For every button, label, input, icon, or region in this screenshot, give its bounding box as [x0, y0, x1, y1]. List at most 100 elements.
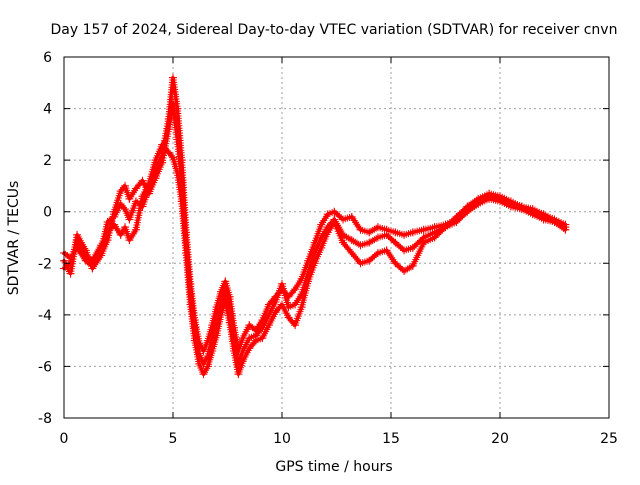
x-tick-label: 15 [382, 431, 400, 447]
data-point [297, 290, 306, 299]
data-point [110, 207, 119, 216]
series-3 [60, 99, 570, 368]
data-point [291, 321, 300, 330]
data-point [356, 241, 365, 250]
data-point [347, 248, 356, 257]
data-point [506, 202, 515, 211]
data-point [330, 207, 339, 216]
data-point [238, 346, 247, 355]
data-point [400, 267, 409, 276]
data-point [125, 215, 134, 224]
data-point [356, 225, 365, 234]
data-point [251, 331, 260, 340]
data-point [73, 230, 82, 239]
data-point [391, 228, 400, 237]
y-tick-label: -6 [38, 359, 52, 375]
data-point [199, 370, 208, 379]
data-point [365, 256, 374, 265]
data-point [177, 176, 186, 185]
chart-title: Day 157 of 2024, Sidereal Day-to-day VTE… [51, 22, 618, 38]
y-tick-label: -8 [38, 411, 52, 427]
data-point [297, 303, 306, 312]
data-point [400, 246, 409, 255]
data-point [485, 194, 494, 203]
data-point [234, 370, 243, 379]
data-point [182, 238, 191, 247]
x-tick-label: 0 [60, 431, 69, 447]
data-point [245, 334, 254, 343]
data-point [408, 243, 417, 252]
data-point [297, 274, 306, 283]
data-point [317, 233, 326, 242]
data-point [164, 148, 173, 157]
data-point [208, 334, 217, 343]
data-point [391, 238, 400, 247]
data-point [474, 199, 483, 208]
data-point [221, 277, 230, 286]
data-point [373, 223, 382, 232]
y-tick-label: 6 [43, 50, 52, 66]
data-point [408, 228, 417, 237]
data-point [382, 246, 391, 255]
data-point [158, 158, 167, 167]
data-point [169, 153, 177, 162]
data-point [245, 321, 254, 330]
y-tick-label: 2 [43, 153, 52, 169]
data-point [441, 223, 450, 232]
data-point [216, 300, 225, 309]
data-point [330, 215, 339, 224]
data-point [539, 215, 548, 224]
data-point [264, 310, 273, 319]
data-point [347, 212, 356, 221]
series-1 [60, 73, 570, 355]
data-point [365, 228, 374, 237]
y-tick-label: -2 [38, 256, 52, 272]
data-point [195, 349, 204, 358]
data-point [173, 135, 182, 144]
data-point [116, 187, 125, 196]
data-point [339, 215, 348, 224]
data-point [323, 210, 332, 219]
data-point [391, 259, 400, 268]
data-point [203, 352, 212, 361]
data-point [186, 290, 195, 299]
data-point [234, 359, 243, 368]
data-point [164, 125, 173, 134]
data-point [203, 362, 212, 371]
data-point [356, 259, 365, 268]
data-point [463, 207, 472, 216]
data-point [408, 261, 417, 270]
data-point [258, 334, 267, 343]
data-point [97, 251, 106, 260]
data-point [339, 230, 348, 239]
data-point [125, 194, 134, 203]
data-point [169, 99, 177, 108]
y-axis-label: SDTVAR / TECUs [6, 181, 22, 296]
data-point [430, 228, 439, 237]
data-point [190, 323, 199, 332]
data-point [419, 233, 428, 242]
data-point [284, 303, 293, 312]
x-tick-label: 5 [169, 431, 178, 447]
data-point [169, 73, 177, 82]
data-point [121, 181, 130, 190]
data-point [278, 279, 286, 288]
data-point [151, 156, 160, 165]
data-point [291, 300, 300, 309]
data-point [291, 285, 300, 294]
data-point [400, 230, 409, 239]
axes: 0 5 10 15 20 25 -8 -6 -4 -2 0 2 4 6 [38, 50, 618, 447]
data-point [339, 238, 348, 247]
x-tick-label: 25 [600, 431, 618, 447]
data-point [230, 336, 239, 345]
data-point [550, 218, 559, 227]
data-point [284, 313, 293, 322]
y-tick-label: 0 [43, 205, 52, 221]
data-point [517, 205, 526, 214]
data-point [373, 233, 382, 242]
series-markers [60, 74, 569, 355]
data-point [225, 308, 234, 317]
data-point [323, 223, 332, 232]
